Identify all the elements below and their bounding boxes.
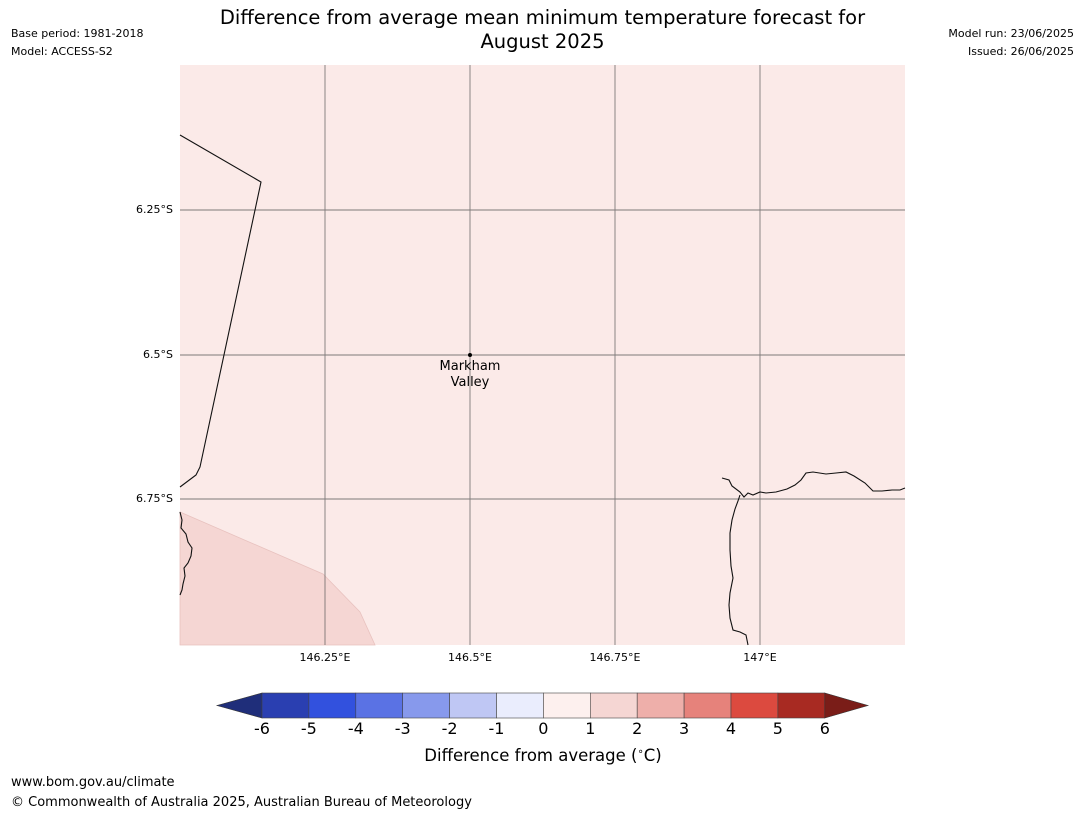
lon-tick-label: 146.75°E [589, 651, 641, 664]
colorbar-bin [683, 692, 732, 719]
colorbar [215, 692, 870, 719]
metadata-right: Model run: 23/06/2025 Issued: 26/06/2025 [948, 25, 1074, 61]
colorbar-label-prefix: Difference from average ( [424, 746, 638, 765]
colorbar-label-suffix: C) [643, 746, 662, 765]
colorbar-bin [730, 692, 779, 719]
colorbar-tick-label: -6 [254, 719, 270, 738]
issued-date: Issued: 26/06/2025 [967, 45, 1074, 58]
colorbar-bin [543, 692, 591, 719]
metadata-left: Base period: 1981-2018 Model: ACCESS-S2 [11, 25, 143, 61]
footer-copyright: © Commonwealth of Australia 2025, Austra… [11, 795, 472, 810]
colorbar-tick-label: -5 [300, 719, 317, 738]
colorbar-tick-label: 3 [679, 719, 690, 738]
colorbar-bin [402, 692, 450, 719]
colorbar-tick-label: 4 [725, 719, 737, 738]
colorbar-tick-label: 2 [632, 719, 643, 738]
colorbar-bin [636, 692, 685, 719]
map-title-line1: Difference from average mean minimum tem… [219, 6, 866, 29]
colorbar-label: Difference from average (∘C) [424, 746, 662, 765]
lat-tick-label: 6.75°S [136, 492, 173, 505]
lon-tick-label: 147°E [743, 651, 777, 664]
lat-tick-label: 6.25°S [136, 203, 173, 216]
colorbar-extend-min [215, 692, 263, 719]
colorbar-bin [308, 692, 357, 719]
colorbar-tick-label: 1 [585, 719, 596, 738]
model-name: Model: ACCESS-S2 [11, 45, 113, 58]
lon-tick-label: 146.5°E [448, 651, 492, 664]
map-title: Difference from average mean minimum tem… [180, 6, 905, 54]
place-label-line2: Valley [450, 375, 490, 390]
boundaries [179, 134, 906, 646]
river-markham [728, 494, 749, 646]
map-title-line2: August 2025 [480, 30, 605, 53]
colorbar-bin [589, 692, 638, 719]
colorbar-tick-label: -3 [394, 719, 411, 738]
colorbar-bin [449, 692, 497, 719]
colorbar-tick-label: -4 [347, 719, 364, 738]
colorbar-extend-max [824, 692, 870, 719]
footer-url: www.bom.gov.au/climate [11, 775, 175, 790]
colorbar-tick-label: 5 [772, 719, 783, 738]
colorbar-tick-label: -1 [488, 719, 505, 738]
place-label-line1: Markham [439, 359, 501, 374]
lat-tick-label: 6.5°S [143, 348, 173, 361]
lon-tick-label: 146.25°E [299, 651, 351, 664]
border-line-west [179, 134, 262, 488]
colorbar-bin [355, 692, 403, 719]
graticule [180, 65, 905, 645]
map-area-southwest [179, 511, 376, 646]
colorbar-tick-label: 6 [819, 719, 830, 738]
coastline-east [721, 471, 906, 498]
colorbar-bin [496, 692, 544, 719]
place-label-markham-valley: Markham Valley [420, 359, 520, 391]
colorbar-tick-label: 0 [538, 719, 549, 738]
colorbar-bin [777, 692, 826, 719]
colorbar-tick-label: -2 [441, 719, 458, 738]
model-run: Model run: 23/06/2025 [948, 27, 1074, 40]
coastline-southwest [179, 511, 193, 596]
base-period: Base period: 1981-2018 [11, 27, 144, 40]
colorbar-bin [261, 692, 310, 719]
place-marker-markham-valley [468, 353, 472, 357]
